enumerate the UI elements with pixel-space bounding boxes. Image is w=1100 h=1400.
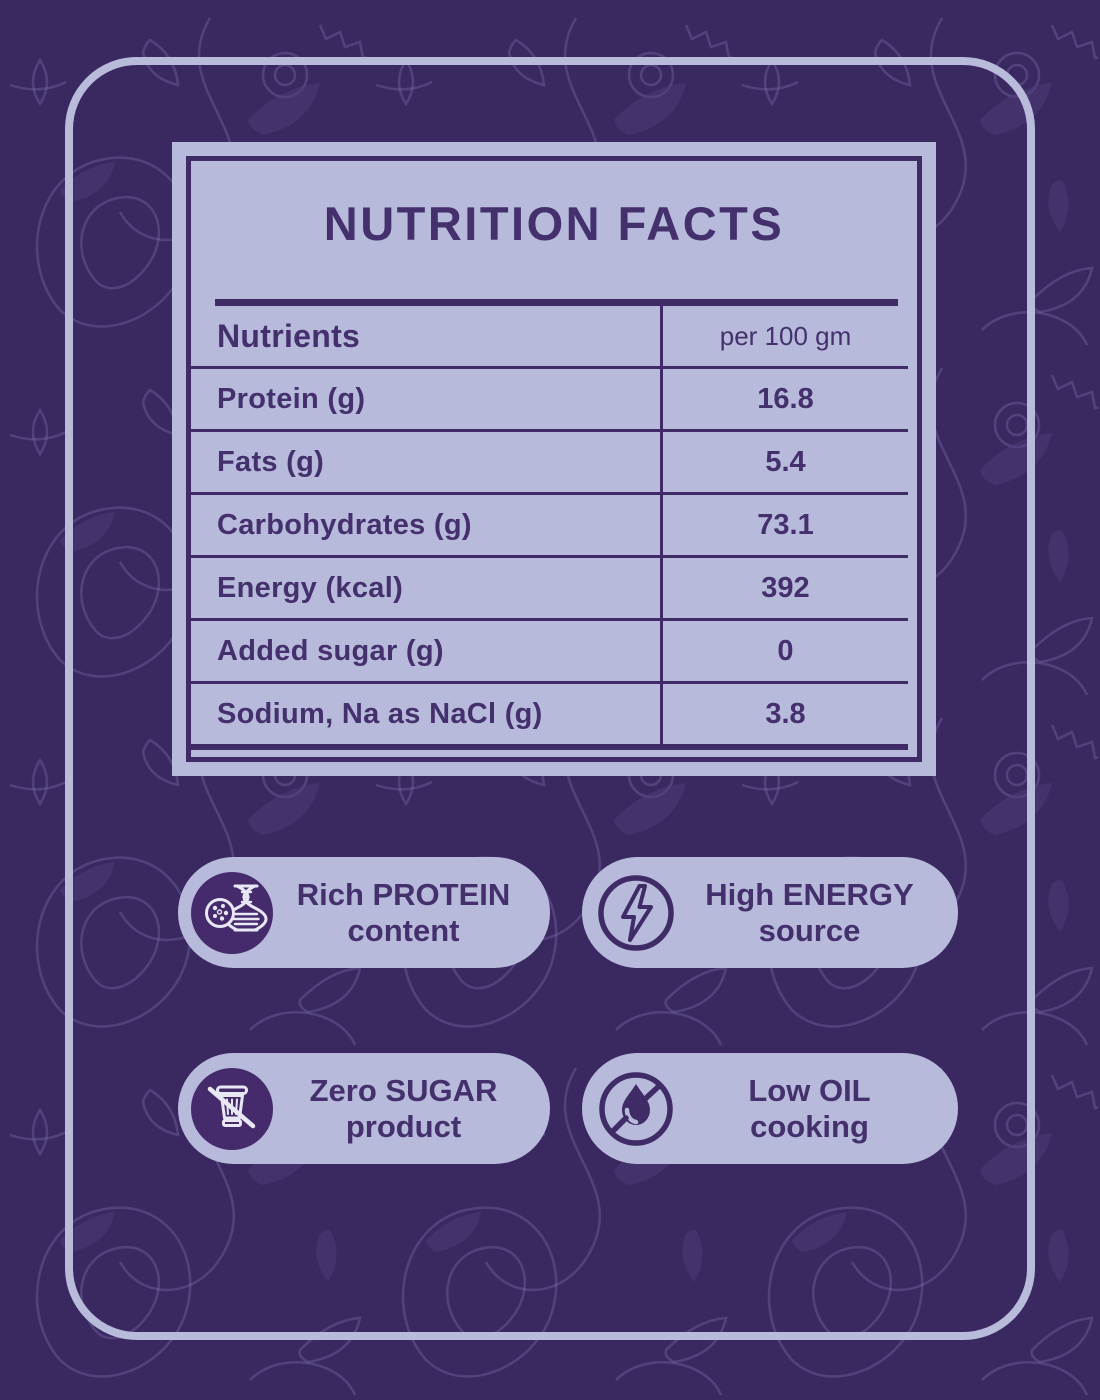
table-row-carbohydrates: Carbohydrates (g) 73.1 bbox=[191, 495, 908, 558]
badge-zero-sugar: Zero SUGAR product bbox=[178, 1053, 550, 1164]
nutrient-value: 16.8 bbox=[660, 369, 908, 429]
badge-rich-protein: Rich PROTEIN content bbox=[178, 857, 550, 968]
nutrient-value: 73.1 bbox=[660, 495, 908, 555]
nutrition-facts-title: NUTRITION FACTS bbox=[323, 197, 785, 250]
no-oil-drop-icon bbox=[599, 1071, 673, 1146]
table-row-energy: Energy (kcal) 392 bbox=[191, 558, 908, 621]
table-row-fats: Fats (g) 5.4 bbox=[191, 432, 908, 495]
lightning-energy-icon bbox=[598, 874, 674, 951]
nutrients-column-header: Nutrients bbox=[217, 317, 361, 354]
nutrition-facts-card: NUTRITION FACTS Nutrients per 100 gm Pro… bbox=[172, 142, 936, 776]
badge-label-line1: Low OIL bbox=[748, 1073, 871, 1109]
badge-label-line2: cooking bbox=[750, 1108, 869, 1144]
badge-label-line2: product bbox=[345, 1108, 462, 1144]
outer-rounded-border bbox=[65, 57, 1035, 1340]
nutrition-table: Nutrients per 100 gm Protein (g) 16.8 Fa… bbox=[191, 306, 908, 750]
no-sugar-icon bbox=[191, 1067, 273, 1150]
badge-label-line1: High ENERGY bbox=[705, 877, 914, 913]
badge-high-energy: High ENERGY source bbox=[582, 857, 958, 968]
badge-label: Zero SUGAR product bbox=[273, 1073, 534, 1143]
nutrient-label: Sodium, Na as NaCl (g) bbox=[217, 697, 543, 730]
nutrient-label: Fats (g) bbox=[217, 445, 325, 478]
nutrient-value: 5.4 bbox=[660, 432, 908, 492]
badge-label-line1: Rich PROTEIN bbox=[296, 877, 511, 913]
badge-label: Low OIL cooking bbox=[677, 1073, 942, 1143]
nutrient-value: 3.8 bbox=[660, 684, 908, 744]
badge-low-oil: Low OIL cooking bbox=[582, 1053, 958, 1164]
table-header-row: Nutrients per 100 gm bbox=[191, 306, 908, 369]
per-100gm-column-header: per 100 gm bbox=[660, 306, 908, 366]
nutrient-label: Energy (kcal) bbox=[217, 571, 404, 604]
nutrient-value: 392 bbox=[660, 558, 908, 618]
nutrient-label: Carbohydrates (g) bbox=[217, 508, 472, 541]
badge-label: High ENERGY source bbox=[677, 877, 942, 947]
table-row-sodium: Sodium, Na as NaCl (g) 3.8 bbox=[191, 684, 908, 750]
title-divider-rule bbox=[215, 299, 898, 306]
badge-label: Rich PROTEIN content bbox=[273, 877, 534, 947]
badge-label-line2: content bbox=[347, 912, 460, 948]
table-row-protein: Protein (g) 16.8 bbox=[191, 369, 908, 432]
badge-label-line2: source bbox=[758, 912, 861, 948]
dna-protein-icon bbox=[191, 871, 273, 954]
nutrient-label: Protein (g) bbox=[217, 382, 366, 415]
badge-label-line1: Zero SUGAR bbox=[309, 1073, 498, 1109]
nutrient-label: Added sugar (g) bbox=[217, 634, 444, 667]
nutrient-value: 0 bbox=[660, 621, 908, 681]
table-row-added-sugar: Added sugar (g) 0 bbox=[191, 621, 908, 684]
